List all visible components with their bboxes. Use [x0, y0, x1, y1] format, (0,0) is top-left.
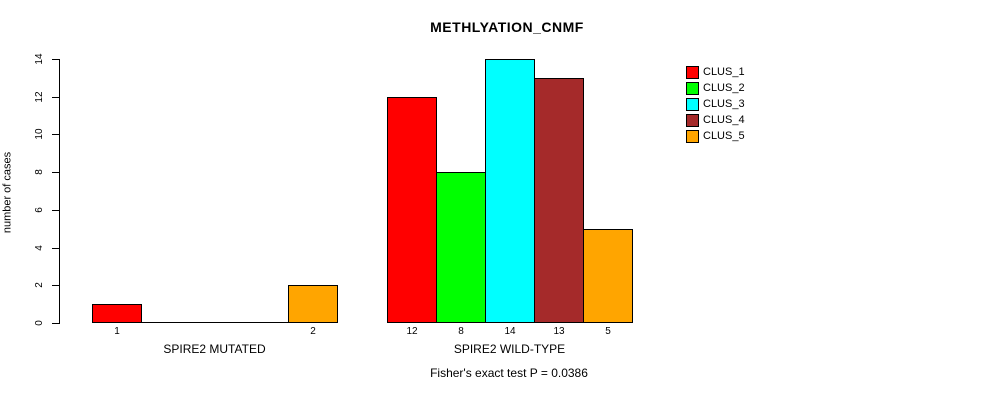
bar-value-label: 13 — [553, 326, 565, 337]
fisher-test-annotation: Fisher's exact test P = 0.0386 — [430, 366, 588, 380]
group-label-1: SPIRE2 MUTATED — [163, 342, 266, 356]
bar-clus_4-group2 — [534, 78, 584, 323]
legend-swatch-clus_2 — [686, 82, 699, 95]
bar-clus_1-group1 — [92, 304, 142, 323]
y-axis-tick-label: 8 — [34, 169, 45, 175]
legend-label-clus_4: CLUS_4 — [703, 114, 745, 126]
y-axis-tick — [52, 248, 59, 249]
legend-swatch-clus_1 — [686, 66, 699, 79]
bar-clus_4-group1 — [239, 322, 289, 323]
y-axis-tick-label: 2 — [34, 282, 45, 288]
legend-label-clus_2: CLUS_2 — [703, 82, 745, 94]
y-axis-tick-label: 12 — [34, 91, 45, 103]
y-axis-tick-label: 6 — [34, 207, 45, 213]
y-axis-tick — [52, 97, 59, 98]
y-axis-line — [59, 59, 60, 324]
group-label-2: SPIRE2 WILD-TYPE — [453, 342, 566, 356]
bar-clus_1-group2 — [387, 97, 437, 323]
y-axis-tick-label: 0 — [34, 320, 45, 326]
legend-label-clus_1: CLUS_1 — [703, 66, 745, 78]
y-axis-tick — [52, 210, 59, 211]
bar-value-label: 1 — [114, 326, 120, 337]
chart-title: METHLYATION_CNMF — [430, 19, 584, 35]
legend-swatch-clus_3 — [686, 98, 699, 111]
bar-value-label: 12 — [406, 326, 418, 337]
y-axis-tick — [52, 134, 59, 135]
bar-clus_5-group2 — [583, 229, 633, 323]
y-axis-tick — [52, 323, 59, 324]
bar-clus_2-group2 — [436, 172, 486, 323]
bar-clus_3-group1 — [190, 322, 240, 323]
y-axis-label: number of cases — [1, 151, 14, 234]
bar-value-label: 2 — [310, 326, 316, 337]
y-axis-tick-label: 10 — [34, 128, 45, 140]
legend-label-clus_3: CLUS_3 — [703, 98, 745, 110]
legend-swatch-clus_5 — [686, 130, 699, 143]
legend-swatch-clus_4 — [686, 114, 699, 127]
y-axis-tick — [52, 59, 59, 60]
bar-clus_2-group1 — [141, 322, 191, 323]
legend-label-clus_5: CLUS_5 — [703, 130, 745, 142]
bar-value-label: 8 — [458, 326, 464, 337]
bar-value-label: 14 — [504, 326, 516, 337]
y-axis-tick — [52, 172, 59, 173]
bar-clus_3-group2 — [485, 59, 535, 323]
y-axis-tick — [52, 285, 59, 286]
bar-clus_5-group1 — [288, 285, 338, 323]
y-axis-tick-label: 4 — [34, 245, 45, 251]
y-axis-tick-label: 14 — [34, 53, 45, 65]
bar-value-label: 5 — [605, 326, 611, 337]
